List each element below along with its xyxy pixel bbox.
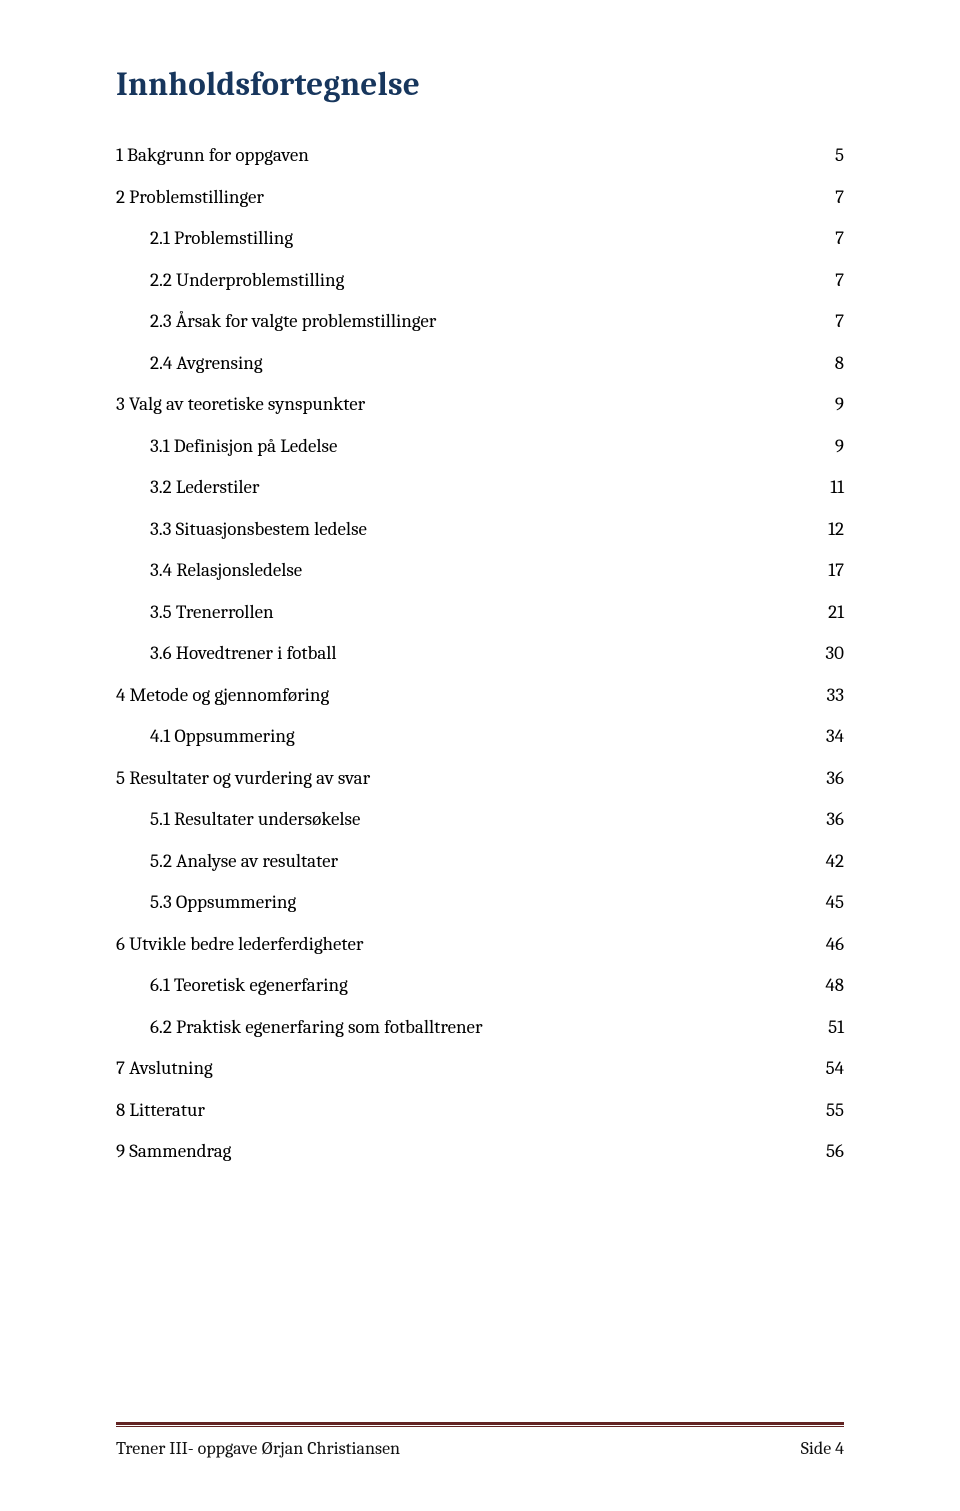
toc-row: 3.4 Relasjonsledelse 17: [150, 561, 844, 580]
table-of-contents: 1 Bakgrunn for oppgaven 5 2 Problemstillin…: [116, 146, 844, 1161]
toc-label: 3 Valg av teoretiske synspunkter: [116, 395, 365, 414]
toc-page: 12: [820, 520, 844, 539]
toc-label: 3.1 Definisjon på Ledelse: [150, 437, 337, 456]
toc-page: 11: [820, 478, 844, 497]
toc-label: 2.1 Problemstilling: [150, 229, 293, 248]
toc-page: 7: [820, 229, 844, 248]
toc-row: 6 Utvikle bedre lederferdigheter 46: [116, 935, 844, 954]
toc-page: 55: [820, 1101, 844, 1120]
toc-page: 17: [820, 561, 844, 580]
toc-row: 3.2 Lederstiler 11: [150, 478, 844, 497]
toc-label: 6.1 Teoretisk egenerfaring: [150, 976, 348, 995]
toc-page: 30: [820, 644, 844, 663]
toc-label: 3.3 Situasjonsbestem ledelse: [150, 520, 367, 539]
page-title: Innholdsfortegnelse: [116, 66, 844, 104]
toc-row: 2.3 Årsak for valgte problemstillinger 7: [150, 312, 844, 331]
toc-row: 3.5 Trenerrollen 21: [150, 603, 844, 622]
toc-label: 5.1 Resultater undersøkelse: [150, 810, 360, 829]
toc-row: 3.3 Situasjonsbestem ledelse 12: [150, 520, 844, 539]
toc-page: 51: [820, 1018, 844, 1037]
toc-label: 2.4 Avgrensing: [150, 354, 263, 373]
toc-label: 5.2 Analyse av resultater: [150, 852, 338, 871]
toc-page: 36: [820, 769, 844, 788]
toc-row: 6.1 Teoretisk egenerfaring 48: [150, 976, 844, 995]
toc-page: 45: [820, 893, 844, 912]
toc-page: 7: [820, 271, 844, 290]
toc-page: 34: [820, 727, 844, 746]
toc-page: 54: [820, 1059, 844, 1078]
toc-label: 9 Sammendrag: [116, 1142, 231, 1161]
toc-label: 3.4 Relasjonsledelse: [150, 561, 302, 580]
toc-page: 56: [820, 1142, 844, 1161]
toc-label: 3.5 Trenerrollen: [150, 603, 274, 622]
toc-page: 5: [820, 146, 844, 165]
toc-label: 5.3 Oppsummering: [150, 893, 296, 912]
toc-page: 7: [820, 188, 844, 207]
toc-label: 2 Problemstillinger: [116, 188, 264, 207]
toc-page: 46: [820, 935, 844, 954]
toc-row: 7 Avslutning 54: [116, 1059, 844, 1078]
toc-page: 33: [820, 686, 844, 705]
toc-row: 2.4 Avgrensing 8: [150, 354, 844, 373]
toc-label: 2.3 Årsak for valgte problemstillinger: [150, 312, 436, 331]
toc-row: 5.2 Analyse av resultater 42: [150, 852, 844, 871]
toc-label: 3.6 Hovedtrener i fotball: [150, 644, 337, 663]
toc-page: 21: [820, 603, 844, 622]
toc-row: 3 Valg av teoretiske synspunkter 9: [116, 395, 844, 414]
toc-row: 5.1 Resultater undersøkelse 36: [150, 810, 844, 829]
toc-label: 2.2 Underproblemstilling: [150, 271, 344, 290]
footer-left: Trener III- oppgave Ørjan Christiansen: [116, 1438, 400, 1459]
toc-row: 5.3 Oppsummering 45: [150, 893, 844, 912]
toc-row: 5 Resultater og vurdering av svar 36: [116, 769, 844, 788]
footer-rule: [116, 1422, 844, 1427]
toc-page: 48: [820, 976, 844, 995]
toc-label: 5 Resultater og vurdering av svar: [116, 769, 370, 788]
toc-page: 36: [820, 810, 844, 829]
toc-label: 7 Avslutning: [116, 1059, 213, 1078]
toc-label: 4.1 Oppsummering: [150, 727, 295, 746]
toc-label: 6 Utvikle bedre lederferdigheter: [116, 935, 363, 954]
toc-page: 9: [820, 437, 844, 456]
toc-row: 3.1 Definisjon på Ledelse 9: [150, 437, 844, 456]
toc-label: 6.2 Praktisk egenerfaring som fotballtre…: [150, 1018, 482, 1037]
toc-page: 42: [820, 852, 844, 871]
toc-page: 8: [820, 354, 844, 373]
toc-row: 2.1 Problemstilling 7: [150, 229, 844, 248]
toc-row: 2 Problemstillinger 7: [116, 188, 844, 207]
toc-row: 4.1 Oppsummering 34: [150, 727, 844, 746]
toc-row: 4 Metode og gjennomføring 33: [116, 686, 844, 705]
toc-row: 6.2 Praktisk egenerfaring som fotballtre…: [150, 1018, 844, 1037]
footer-right: Side 4: [801, 1438, 844, 1459]
toc-row: 3.6 Hovedtrener i fotball 30: [150, 644, 844, 663]
toc-label: 8 Litteratur: [116, 1101, 205, 1120]
toc-row: 9 Sammendrag 56: [116, 1142, 844, 1161]
toc-page: 9: [820, 395, 844, 414]
page-footer: Trener III- oppgave Ørjan Christiansen S…: [116, 1438, 844, 1459]
toc-page: 7: [820, 312, 844, 331]
toc-row: 1 Bakgrunn for oppgaven 5: [116, 146, 844, 165]
toc-label: 1 Bakgrunn for oppgaven: [116, 146, 309, 165]
toc-label: 3.2 Lederstiler: [150, 478, 259, 497]
toc-label: 4 Metode og gjennomføring: [116, 686, 329, 705]
toc-row: 2.2 Underproblemstilling 7: [150, 271, 844, 290]
toc-row: 8 Litteratur 55: [116, 1101, 844, 1120]
